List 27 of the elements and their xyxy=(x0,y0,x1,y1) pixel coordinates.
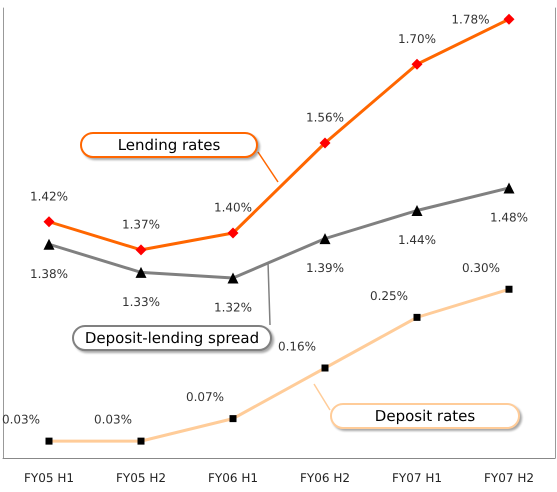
callout-box: Deposit rates xyxy=(330,403,520,429)
data-label: 1.33% xyxy=(122,294,160,309)
data-label: 1.32% xyxy=(214,300,252,314)
data-label: 0.03% xyxy=(2,412,40,427)
data-label: 0.07% xyxy=(186,390,224,404)
x-tick-label: FY05 H1 xyxy=(24,471,74,485)
data-label: 0.16% xyxy=(278,340,316,354)
data-label: 1.56% xyxy=(306,110,344,124)
x-tick-label: FY05 H2 xyxy=(116,471,166,485)
data-label: 0.25% xyxy=(370,288,408,303)
data-label: 0.03% xyxy=(94,412,132,427)
x-tick-label: FY06 H2 xyxy=(300,471,350,485)
data-label: 1.48% xyxy=(490,210,528,224)
callout-box: Lending rates xyxy=(80,132,258,158)
data-label: 1.44% xyxy=(398,233,436,247)
data-label: 1.78% xyxy=(451,12,490,26)
data-label: 1.38% xyxy=(30,266,68,281)
data-label: 1.39% xyxy=(306,261,344,276)
x-tick-label: FY06 H1 xyxy=(208,471,258,485)
data-label: 1.42% xyxy=(30,189,68,204)
data-label: 0.30% xyxy=(462,260,500,275)
data-label: 1.40% xyxy=(214,200,252,214)
x-tick-label: FY07 H1 xyxy=(392,471,442,485)
callout-box: Deposit-lending spread xyxy=(72,325,272,351)
data-label: 1.70% xyxy=(398,32,436,46)
x-tick-label: FY07 H2 xyxy=(484,471,534,485)
data-label: 1.37% xyxy=(122,217,160,232)
